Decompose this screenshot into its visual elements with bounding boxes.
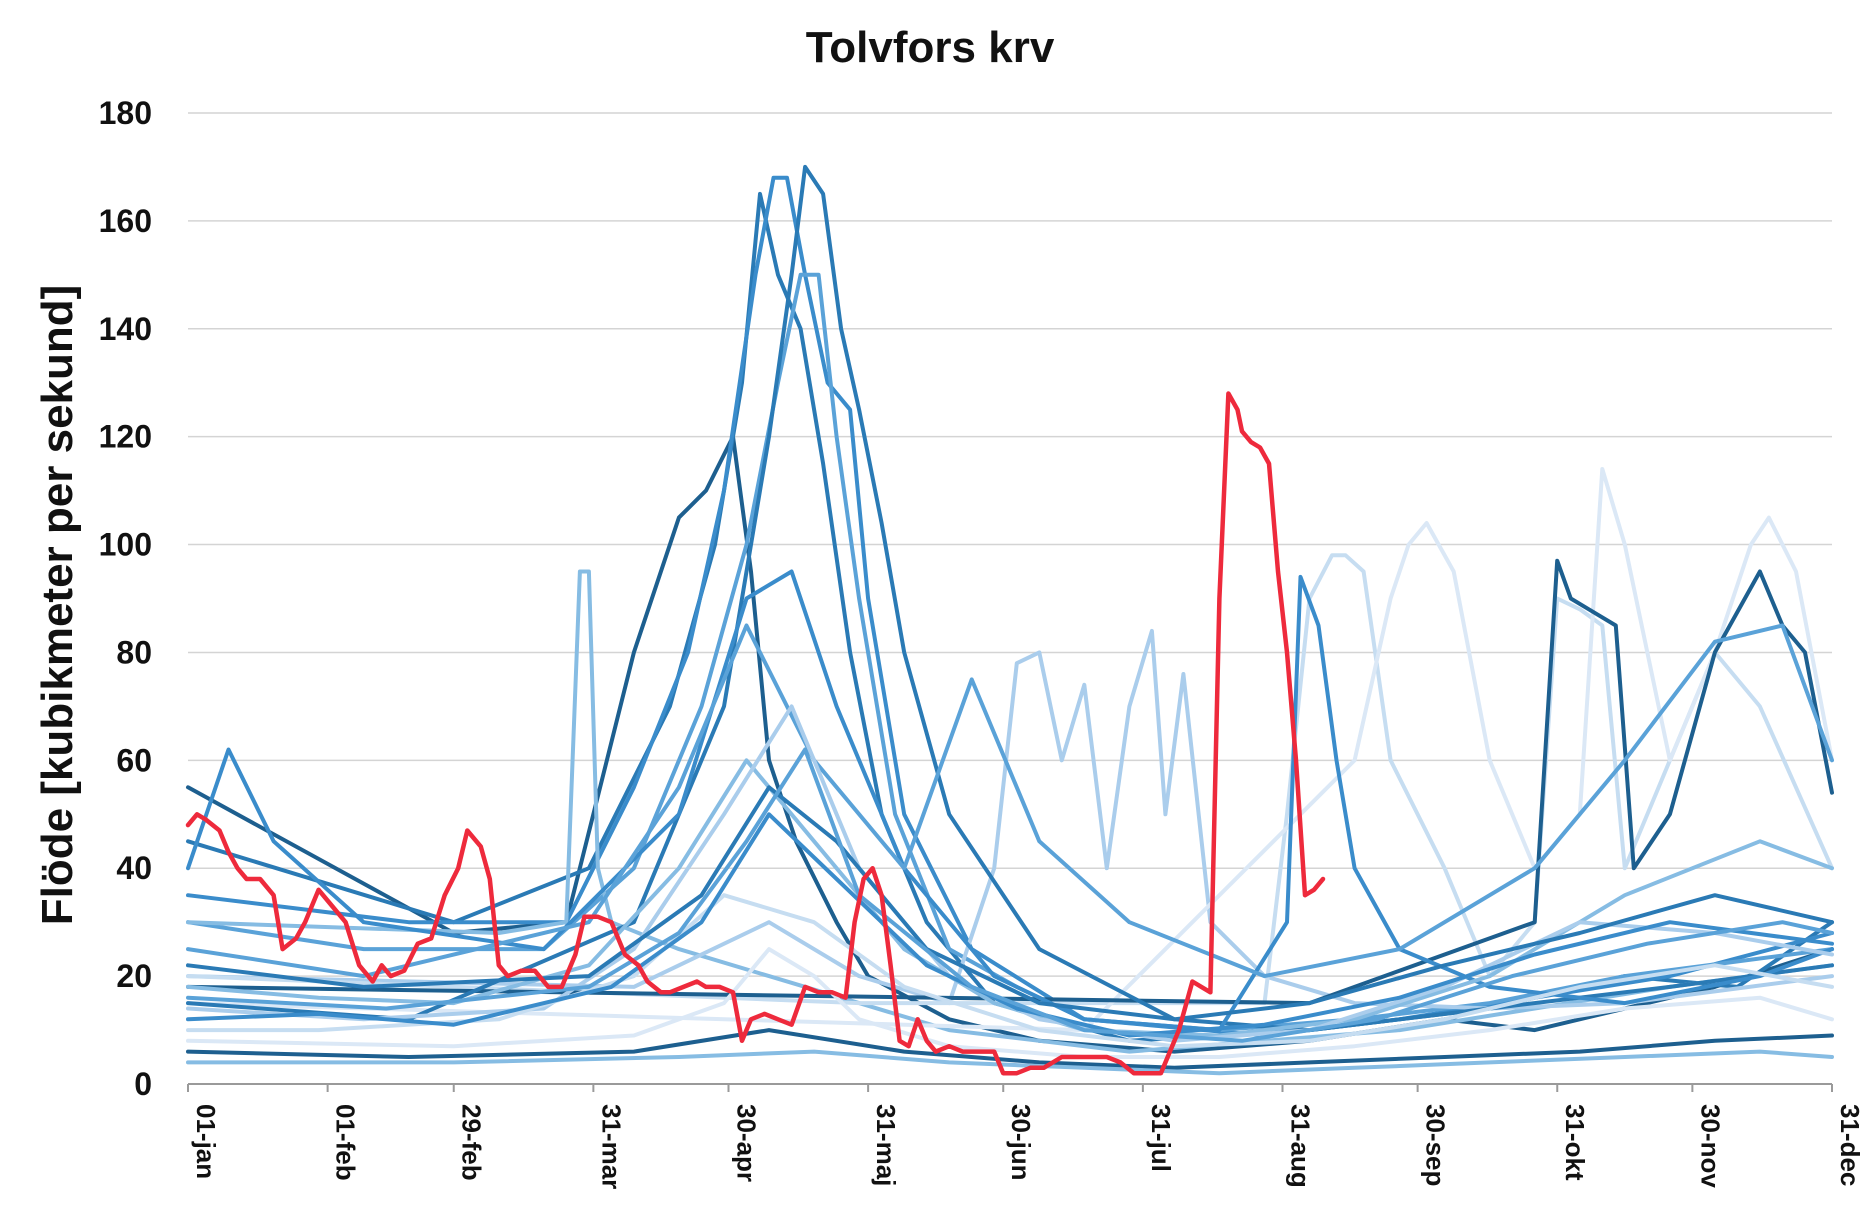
x-tick-label: 31-aug [1285,1104,1315,1188]
x-tick-label: 30-nov [1695,1104,1725,1188]
historical-series-line [186,164,1834,1033]
x-tick-label: 31-jul [1146,1104,1176,1172]
historical-series-line [186,758,1834,1038]
historical-series-line [186,467,1834,1033]
historical-series-line [186,1028,1834,1070]
y-tick-labels: 0 20 40 60 80 100 120 140 160 180 [99,95,152,1102]
historical-series-line [186,558,1834,1006]
historical-series-line [186,747,1834,1043]
historical-series-line [186,812,1834,1038]
x-tick-label: 31-dec [1835,1104,1861,1186]
historical-series-line [186,191,1834,1043]
gridlines [188,112,1832,977]
y-tick-label: 20 [116,958,152,994]
y-tick-label: 120 [99,419,152,455]
y-tick-label: 40 [116,850,152,886]
x-tick-label: 31-mar [596,1104,626,1189]
x-tick-label: 30-jun [1006,1104,1036,1181]
historical-series-group [186,164,1834,1076]
x-tick-labels: 01-jan 01-feb 29-feb 31-mar 30-apr 31-maj 30-j… [187,1084,1861,1189]
x-tick-label: 31-maj [871,1104,901,1186]
highlight-series-group [185,391,1326,1076]
historical-series-line [186,569,1834,1033]
x-tick-label: 30-apr [731,1104,761,1182]
historical-series-line [186,785,1834,1022]
y-tick-label: 180 [99,95,152,131]
chart-title: Tolvfors krv [806,23,1055,72]
historical-series-line [186,553,1834,1006]
y-tick-label: 60 [116,742,152,778]
x-tick-label: 01-feb [331,1104,361,1181]
y-tick-label: 160 [99,203,152,239]
highlight-series-line [185,391,1326,1076]
historical-series-line [186,569,1834,1054]
y-tick-label: 100 [99,527,152,563]
historical-series-line [186,628,1834,1011]
x-tick-label: 01-jan [191,1104,221,1179]
historical-series-line [186,893,1834,1049]
x-tick-label: 30-sep [1421,1104,1451,1186]
x-tick-label: 31-okt [1560,1104,1590,1181]
y-tick-label: 140 [99,311,152,347]
historical-series-line [186,1049,1834,1076]
y-axis-label: Flöde [kubikmeter per sekund] [33,285,82,926]
y-tick-label: 80 [116,634,152,670]
y-tick-label: 0 [134,1066,152,1102]
x-tick-label: 29-feb [457,1104,487,1181]
historical-series-line [186,623,1834,979]
